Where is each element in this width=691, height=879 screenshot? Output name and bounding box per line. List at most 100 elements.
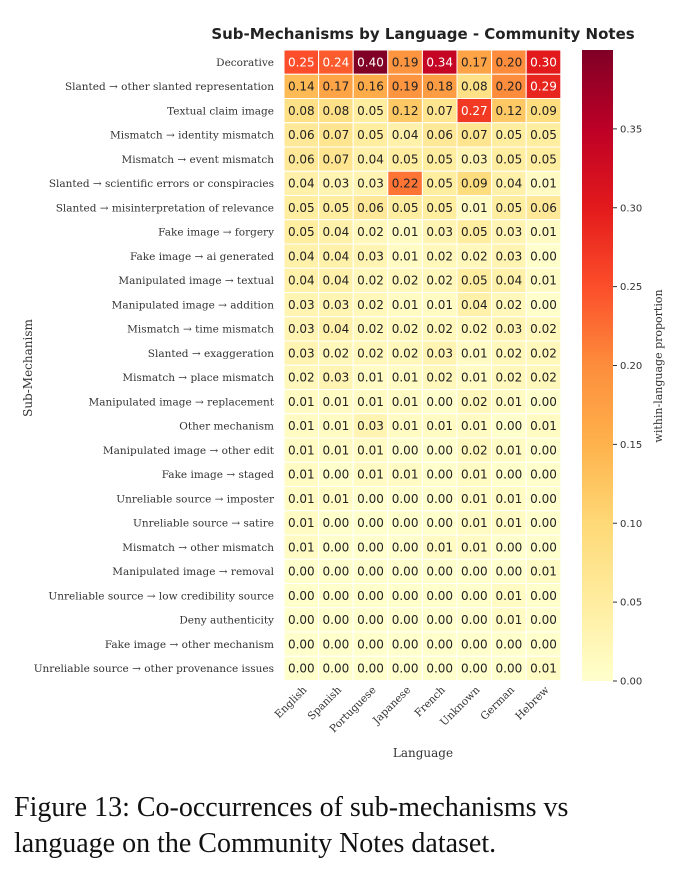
cell-value-label: 0.00 <box>357 613 384 627</box>
cell-value-label: 0.01 <box>496 516 523 530</box>
heatmap-cell <box>352 631 389 657</box>
cell-value-label: 0.16 <box>357 80 384 94</box>
cell-value-label: 0.27 <box>461 104 488 118</box>
cell-value-label: 0.02 <box>357 298 384 312</box>
cell-value-label: 0.24 <box>323 55 350 69</box>
heatmap-cell <box>318 170 354 196</box>
cell-value-label: 0.00 <box>323 589 350 603</box>
cell-value-label: 0.00 <box>426 468 453 482</box>
x-tick-label: English <box>273 684 310 721</box>
cell-value-label: 0.00 <box>530 298 557 312</box>
cell-value-label: 0.02 <box>357 225 384 239</box>
y-tick-label: Fake image → ai generated <box>130 251 274 263</box>
heatmap-cell <box>456 437 493 463</box>
heatmap-cell <box>352 486 389 512</box>
heatmap-cell <box>421 122 458 148</box>
cell-value-label: 0.08 <box>288 104 315 118</box>
cell-value-label: 0.00 <box>392 637 419 651</box>
cell-value-label: 0.19 <box>392 55 419 69</box>
cell-value-label: 0.01 <box>496 395 523 409</box>
cell-value-label: 0.04 <box>288 274 315 288</box>
heatmap-cell <box>318 655 354 681</box>
cell-value-label: 0.01 <box>426 419 453 433</box>
cell-value-label: 0.04 <box>323 322 350 336</box>
cell-value-label: 0.00 <box>357 516 384 530</box>
colorbar-tick-label: 0.05 <box>620 598 642 609</box>
cell-value-label: 0.05 <box>496 201 523 215</box>
figure-caption: Figure 13: Co-occurrences of sub-mechani… <box>14 792 569 859</box>
cell-value-label: 0.05 <box>323 201 350 215</box>
cell-value-label: 0.01 <box>426 540 453 554</box>
cell-value-label: 0.02 <box>426 322 453 336</box>
cell-value-label: 0.08 <box>323 104 350 118</box>
cell-value-label: 0.07 <box>323 152 350 166</box>
cell-value-label: 0.22 <box>392 177 419 191</box>
heatmap-cell <box>318 267 354 293</box>
cell-value-label: 0.00 <box>530 613 557 627</box>
cell-value-label: 0.03 <box>323 177 350 191</box>
cell-value-label: 0.01 <box>496 589 523 603</box>
cell-value-label: 0.05 <box>530 128 557 142</box>
heatmap-cell <box>352 510 389 536</box>
heatmap-cell <box>525 534 562 560</box>
heatmap-cell <box>525 219 562 245</box>
cell-value-label: 0.01 <box>357 395 384 409</box>
heatmap-cell <box>456 170 493 196</box>
cell-value-label: 0.20 <box>496 55 523 69</box>
y-tick-label: Unreliable source → low credibility sour… <box>48 590 274 602</box>
cell-value-label: 0.01 <box>392 419 419 433</box>
cell-value-label: 0.05 <box>461 225 488 239</box>
cell-value-label: 0.02 <box>392 274 419 288</box>
heatmap-cell <box>283 195 320 221</box>
cell-value-label: 0.01 <box>530 419 557 433</box>
cell-value-label: 0.00 <box>461 662 488 676</box>
cell-value-label: 0.02 <box>357 274 384 288</box>
cell-value-label: 0.02 <box>530 322 557 336</box>
colorbar <box>582 50 613 681</box>
cell-value-label: 0.12 <box>496 104 523 118</box>
cell-value-label: 0.01 <box>461 346 488 360</box>
cell-value-label: 0.01 <box>288 540 315 554</box>
heatmap-cell <box>283 316 320 342</box>
cell-value-label: 0.04 <box>288 177 315 191</box>
cell-value-label: 0.00 <box>288 613 315 627</box>
heatmap-cell <box>525 413 562 439</box>
cell-value-label: 0.00 <box>392 613 419 627</box>
heatmap-cell <box>352 461 389 487</box>
cell-value-label: 0.04 <box>461 298 488 312</box>
heatmap-cell <box>318 73 354 99</box>
cell-value-label: 0.00 <box>426 565 453 579</box>
heatmap-cell <box>525 364 562 390</box>
heatmap-cell <box>421 655 458 681</box>
colorbar-tick-label: 0.10 <box>620 519 642 530</box>
cell-value-label: 0.01 <box>496 492 523 506</box>
heatmap-cell <box>525 292 562 318</box>
cell-value-label: 0.00 <box>496 662 523 676</box>
cell-value-label: 0.04 <box>323 249 350 263</box>
heatmap-cell <box>421 631 458 657</box>
cell-value-label: 0.00 <box>530 589 557 603</box>
cell-value-label: 0.00 <box>496 637 523 651</box>
cell-value-label: 0.00 <box>288 565 315 579</box>
cell-value-label: 0.00 <box>496 419 523 433</box>
heatmap-cell <box>283 413 320 439</box>
y-tick-label: Other mechanism <box>179 421 274 433</box>
heatmap-cell <box>283 292 320 318</box>
heatmap-cell <box>387 631 423 657</box>
cell-value-label: 0.02 <box>426 274 453 288</box>
cell-value-label: 0.01 <box>323 443 350 457</box>
heatmap-cell <box>491 413 527 439</box>
heatmap-cell <box>387 437 423 463</box>
heatmap-cell <box>421 583 458 609</box>
heatmap-cell <box>491 461 527 487</box>
cell-value-label: 0.06 <box>288 152 315 166</box>
heatmap-cell <box>352 389 389 415</box>
cell-value-label: 0.03 <box>496 225 523 239</box>
cell-value-label: 0.04 <box>288 249 315 263</box>
cell-value-label: 0.02 <box>288 371 315 385</box>
colorbar-tick-label: 0.35 <box>620 124 642 135</box>
y-tick-label: Unreliable source → imposter <box>116 493 275 505</box>
heatmap-cell <box>352 583 389 609</box>
heatmap-cell <box>421 170 458 196</box>
heatmap-cell <box>387 486 423 512</box>
